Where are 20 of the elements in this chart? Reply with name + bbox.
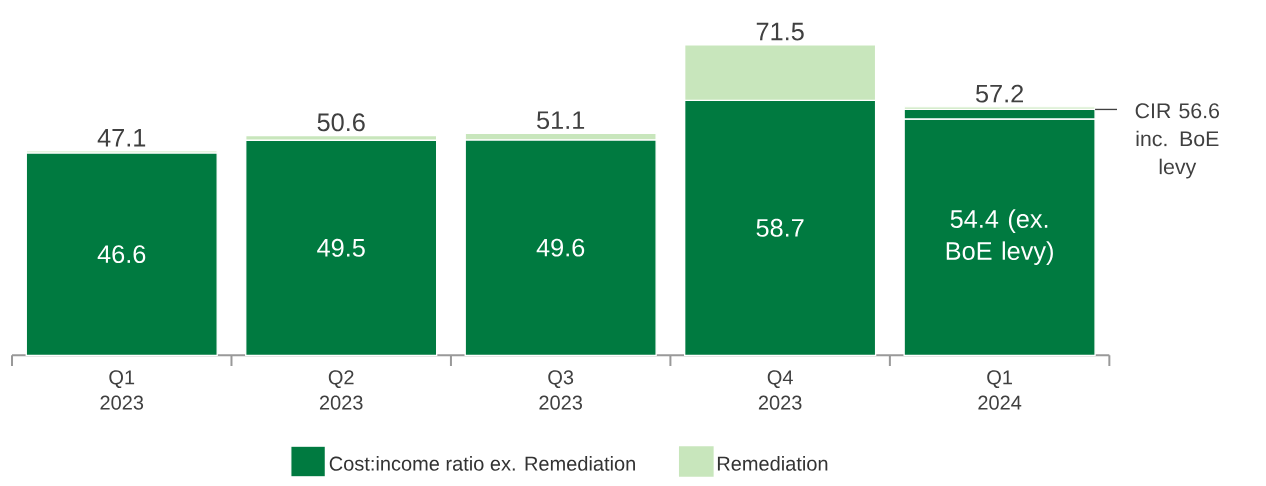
total-label: 47.1 [97,129,146,147]
data-label: 54.4 (ex. BoE levy) [946,209,1053,265]
total-label: 71.5 [756,22,804,41]
data-label: 58.7 [756,218,804,237]
bar [245,139,438,357]
x-tick-label: Q1 2024 [978,370,1022,410]
data-label: 49.5 [317,238,365,257]
total-label: 57.2 [975,84,1023,103]
legend-label: Cost:income ratio ex. Remediation [329,456,635,471]
x-tick-label: Q2 2023 [319,370,363,410]
x-tick-label: Q1 2023 [100,370,144,410]
total-label: 51.1 [537,111,585,130]
x-tick-label: Q4 2023 [758,370,802,410]
x-tick-label: Q3 2023 [539,370,583,410]
legend-label: Remediation [717,456,828,471]
bar [25,152,218,357]
data-label: 49.6 [536,238,585,257]
data-label: 46.6 [97,245,146,264]
total-label: 50.6 [317,113,365,132]
text: CIR 56.6 inc. BoE levy [1135,103,1220,179]
